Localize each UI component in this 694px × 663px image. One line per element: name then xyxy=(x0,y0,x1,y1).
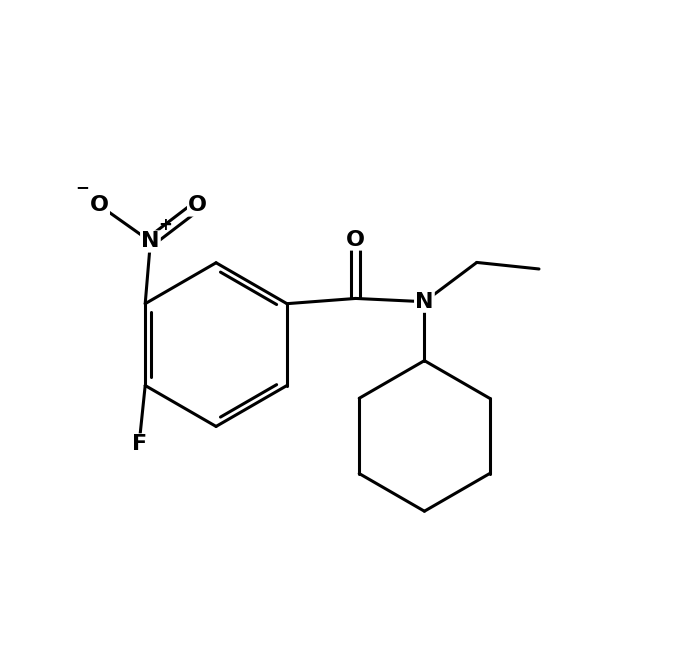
Text: O: O xyxy=(346,229,365,249)
Text: +: + xyxy=(158,216,172,234)
Text: N: N xyxy=(415,292,434,312)
Text: N: N xyxy=(141,231,160,251)
Text: O: O xyxy=(188,196,207,215)
Text: F: F xyxy=(133,434,148,454)
Text: O: O xyxy=(90,196,109,215)
Text: −: − xyxy=(75,178,89,196)
